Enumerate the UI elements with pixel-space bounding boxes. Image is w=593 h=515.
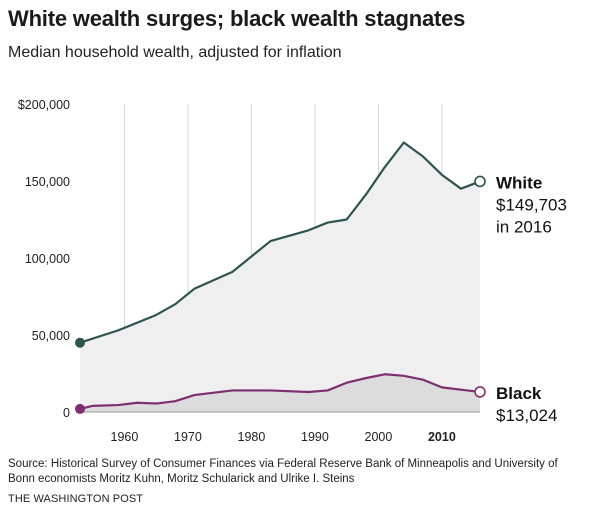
x-tick-label: 2010 (428, 430, 456, 444)
y-axis: 0 50,000 100,000 150,000 $200,000 (18, 98, 70, 420)
credit-line: THE WASHINGTON POST (8, 493, 144, 505)
y-tick-label: 100,000 (25, 252, 70, 266)
chart-subtitle: Median household wealth, adjusted for in… (8, 44, 342, 61)
x-tick-label: 1990 (301, 430, 329, 444)
end-marker-black (474, 386, 486, 398)
x-axis: 1960 1970 1980 1990 2000 2010 (111, 430, 456, 444)
area-white (80, 142, 480, 412)
series-value-label: $149,703 (496, 195, 567, 214)
start-marker-black (75, 403, 85, 414)
x-tick-label: 2000 (365, 430, 393, 444)
source-note: Source: Historical Survey of Consumer Fi… (8, 458, 558, 485)
area-black (80, 374, 480, 412)
series-areas (80, 142, 480, 412)
x-tick-label: 1960 (111, 430, 139, 444)
start-marker-white (75, 337, 85, 348)
x-tick-label: 1970 (174, 430, 202, 444)
chart-title: White wealth surges; black wealth stagna… (8, 6, 466, 31)
y-tick-label: $200,000 (18, 98, 70, 112)
series-value-label: $13,024 (496, 406, 557, 425)
y-tick-label: 50,000 (32, 329, 70, 343)
series-end-labels: White $149,703 in 2016 Black $13,024 (496, 173, 567, 424)
end-marker-white (474, 175, 486, 188)
line-black (79, 373, 481, 410)
y-tick-label: 150,000 (25, 175, 70, 189)
series-name-label: White (496, 173, 542, 192)
series-value-label: in 2016 (496, 217, 552, 236)
x-tick-label: 1980 (238, 430, 266, 444)
y-tick-label: 0 (63, 406, 70, 420)
series-lines (79, 141, 481, 410)
line-white (79, 141, 481, 344)
series-name-label: Black (496, 384, 542, 403)
series-markers (75, 175, 486, 414)
